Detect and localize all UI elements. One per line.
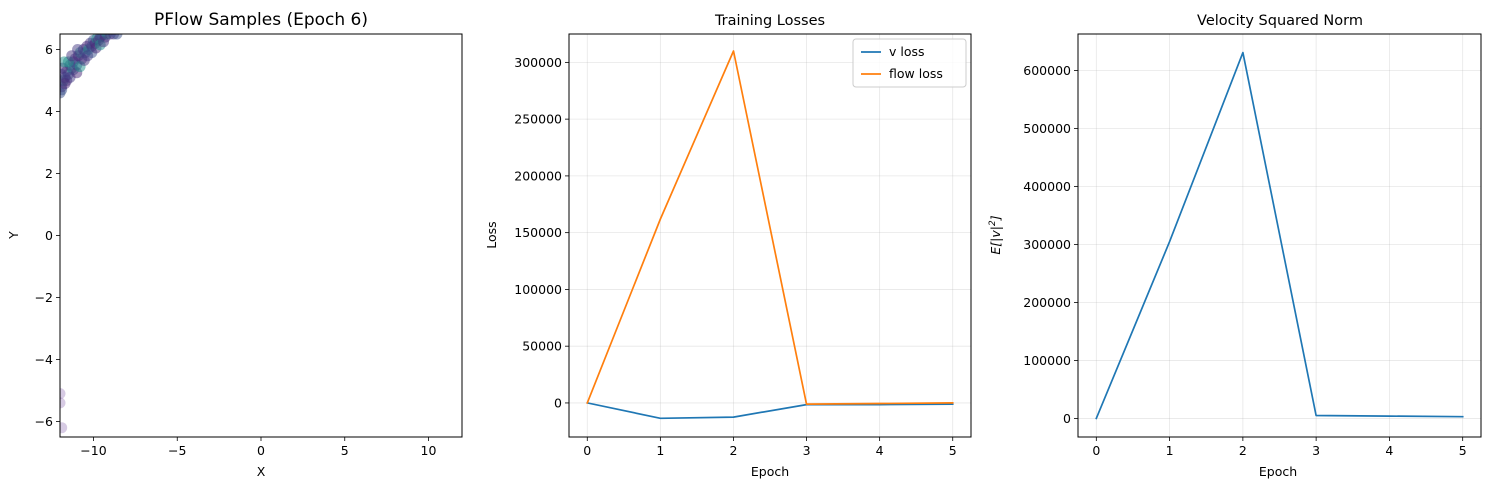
velocity-ylabel: E[|v|2] <box>988 215 1003 254</box>
x-tick-label-3: 3 <box>1312 443 1320 458</box>
y-tick-label-4: 2 <box>45 166 53 181</box>
series-line-v-loss <box>586 401 954 420</box>
scatter-point-52 <box>60 422 68 434</box>
y-tick-label-0: 0 <box>554 395 562 410</box>
y-tick-label-3: 300000 <box>1023 237 1071 252</box>
scatter-xlabel: X <box>257 464 266 479</box>
x-tick-label-5: 5 <box>949 443 957 458</box>
legend-label-flow-loss: flow loss <box>889 66 943 81</box>
y-tick-label-4: 400000 <box>1023 179 1071 194</box>
y-tick-label-3: 0 <box>45 228 53 243</box>
x-tick-label-1: −5 <box>168 443 186 458</box>
x-tick-label-2: 0 <box>257 443 265 458</box>
losses-frame <box>568 33 972 438</box>
scatter-point-49 <box>72 44 84 55</box>
velocity-ylabel-tail: ] <box>988 215 1003 221</box>
scatter-point-43 <box>98 36 110 48</box>
x-tick-label-1: 1 <box>656 443 664 458</box>
x-tick-label-2: 2 <box>729 443 737 458</box>
x-tick-label-3: 5 <box>341 443 349 458</box>
x-tick-label-4: 10 <box>421 443 437 458</box>
losses-ticks: 0 1 2 3 4 5 0 50000 100000 150000 200000 250000 3000… <box>514 55 956 458</box>
scatter-title: PFlow Samples (Epoch 6) <box>154 10 368 30</box>
series-line-series-0 <box>1095 51 1464 420</box>
losses-legend: v loss flow loss <box>852 38 967 88</box>
x-tick-label-0: 0 <box>1092 443 1100 458</box>
scatter-panel: PFlow Samples (Epoch 6) X Y −10 −5 0 5 10−6−… <box>6 10 463 479</box>
y-tick-label-5: 4 <box>45 104 53 119</box>
series-line-flow-loss <box>586 50 954 405</box>
losses-grid <box>569 34 971 437</box>
y-tick-label-3: 150000 <box>514 225 562 240</box>
velocity-frame <box>1077 33 1482 438</box>
scatter-point-50 <box>60 388 66 400</box>
y-tick-label-5: 500000 <box>1023 121 1071 136</box>
scatter-points <box>60 34 123 434</box>
scatter-frame <box>59 33 463 438</box>
y-tick-label-2: 200000 <box>1023 295 1071 310</box>
velocity-xlabel: Epoch <box>1259 464 1297 479</box>
y-tick-label-1: −4 <box>35 352 53 367</box>
x-tick-label-4: 4 <box>876 443 884 458</box>
x-tick-label-1: 1 <box>1166 443 1174 458</box>
velocity-title: Velocity Squared Norm <box>1197 13 1363 29</box>
x-tick-label-5: 5 <box>1459 443 1467 458</box>
y-tick-label-6: 600000 <box>1023 63 1071 78</box>
y-tick-label-6: 6 <box>45 42 53 57</box>
y-tick-label-2: 100000 <box>514 282 562 297</box>
y-tick-label-1: 50000 <box>522 339 562 354</box>
losses-xlabel: Epoch <box>751 464 789 479</box>
losses-panel: Training Losses Epoch Loss 0 1 2 3 4 5 0 50000 1… <box>484 13 972 479</box>
legend-box <box>852 38 967 88</box>
x-tick-label-0: 0 <box>583 443 591 458</box>
y-tick-label-2: −2 <box>35 290 53 305</box>
losses-ylabel: Loss <box>484 221 499 248</box>
scatter-ticks: −10 −5 0 5 10 −6 −4 −2 0 2 4 6 <box>35 42 437 458</box>
x-tick-label-4: 4 <box>1385 443 1393 458</box>
velocity-ylabel-sup: 2 <box>988 220 998 226</box>
y-tick-label-0: 0 <box>1063 411 1071 426</box>
scatter-marks <box>60 34 123 434</box>
legend-label-v-loss: v loss <box>889 44 925 59</box>
scatter-point-30 <box>111 34 123 40</box>
scatter-point-51 <box>60 397 66 409</box>
x-tick-label-3: 3 <box>803 443 811 458</box>
velocity-grid <box>1078 34 1481 437</box>
y-tick-label-4: 200000 <box>514 168 562 183</box>
y-tick-label-0: −6 <box>35 414 53 429</box>
scatter-point-44 <box>60 68 67 80</box>
scatter-ylabel: Y <box>6 231 21 240</box>
losses-marks <box>586 50 954 420</box>
velocity-ticks: 0 1 2 3 4 5 0 100000 200000 300000 400000 500000 600… <box>1023 63 1466 458</box>
x-tick-label-0: −10 <box>80 443 106 458</box>
y-tick-label-6: 300000 <box>514 55 562 70</box>
x-tick-label-2: 2 <box>1239 443 1247 458</box>
y-tick-label-1: 100000 <box>1023 353 1071 368</box>
scatter-point-46 <box>60 78 71 90</box>
losses-title: Training Losses <box>714 13 825 29</box>
velocity-marks <box>1095 51 1464 420</box>
velocity-ylabel-main: E[|v| <box>988 226 1003 255</box>
y-tick-label-5: 250000 <box>514 112 562 127</box>
